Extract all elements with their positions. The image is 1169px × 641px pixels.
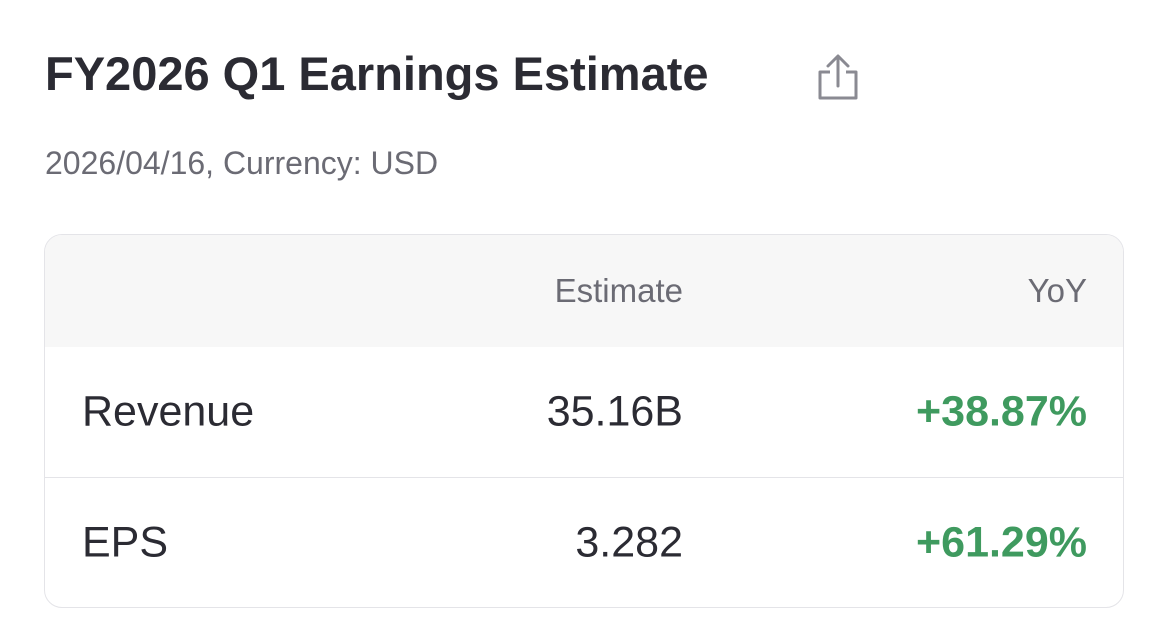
estimate-table: Estimate YoY Revenue 35.16B +38.87% EPS … xyxy=(44,234,1124,608)
table-row: EPS 3.282 +61.29% xyxy=(45,477,1123,607)
table-header: Estimate YoY xyxy=(45,235,1123,347)
column-header: Estimate xyxy=(554,272,683,309)
subtitle: 2026/04/16, Currency: USD xyxy=(45,145,439,181)
title: FY2026 Q1 Earnings Estimate xyxy=(45,47,709,100)
row-label: Revenue xyxy=(82,387,255,436)
table-row: Revenue 35.16B +38.87% xyxy=(45,347,1123,477)
row-label: EPS xyxy=(82,518,169,567)
column-header: YoY xyxy=(1027,272,1087,309)
yoy-value: +38.87% xyxy=(916,387,1087,436)
yoy-value: +61.29% xyxy=(916,518,1087,567)
estimate-value: 35.16B xyxy=(546,387,683,436)
share-button[interactable] xyxy=(812,52,864,104)
estimate-value: 3.282 xyxy=(575,518,683,567)
